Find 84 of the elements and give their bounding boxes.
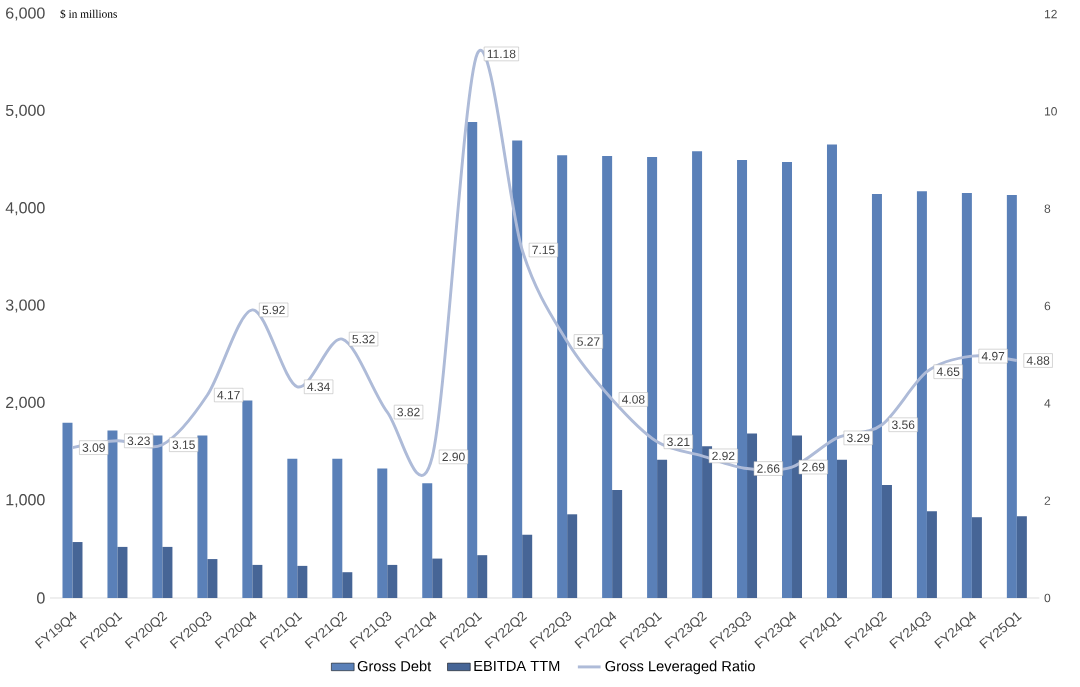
bar [467, 122, 478, 598]
bar [297, 565, 308, 598]
y-tick-label: 1,000 [6, 494, 45, 508]
data-label: 5.92 [262, 305, 285, 315]
bar [881, 485, 892, 598]
data-label: 4.17 [217, 390, 240, 400]
bar [747, 433, 758, 598]
data-label: 3.29 [847, 433, 870, 443]
bar [916, 191, 927, 598]
bar [162, 546, 173, 598]
data-label: 7.15 [532, 245, 555, 255]
bar [207, 559, 218, 598]
bar [62, 422, 73, 598]
y2-tick-label: 6 [1044, 301, 1051, 311]
bar [871, 194, 882, 598]
data-label: 3.23 [127, 436, 150, 446]
data-label: 3.82 [397, 407, 420, 417]
legend-label: EBITDA TTM [474, 660, 560, 671]
data-label: 2.66 [757, 464, 780, 473]
bar [836, 459, 847, 598]
bar [692, 151, 703, 598]
bar [926, 511, 937, 598]
bar [1006, 195, 1017, 598]
data-label: 3.56 [892, 420, 915, 429]
data-label: 4.88 [1026, 356, 1050, 365]
data-label: 2.90 [442, 452, 465, 462]
data-label: 4.08 [622, 395, 645, 404]
data-label: 4.34 [307, 382, 330, 392]
bar [612, 489, 623, 598]
bar [252, 564, 263, 598]
y-tick-label: 3,000 [5, 299, 45, 313]
bar [242, 400, 253, 598]
bar [197, 435, 208, 598]
legend-label: Gross Debt [357, 660, 432, 672]
data-label: 3.15 [172, 440, 195, 449]
bar [971, 517, 982, 598]
bar [107, 430, 118, 598]
bar [387, 564, 398, 598]
bar [557, 155, 568, 598]
y2-tick-label: 4 [1044, 399, 1051, 408]
legend-label: Gross Leveraged Ratio [605, 660, 755, 675]
y-tick-label: 0 [37, 592, 45, 604]
y2-tick-label: 8 [1044, 204, 1051, 213]
y-tick-label: 4,000 [5, 202, 45, 216]
bar [332, 458, 343, 598]
data-label: 4.65 [936, 367, 960, 376]
data-label: 2.92 [712, 451, 735, 461]
bar [782, 161, 793, 598]
bar [432, 558, 443, 598]
bar [737, 160, 748, 598]
bar [72, 542, 83, 598]
data-label: 3.09 [82, 443, 105, 452]
data-label: 11.18 [487, 49, 516, 59]
bar [512, 140, 523, 598]
bar [567, 514, 578, 598]
bar [702, 446, 713, 598]
bar [792, 435, 803, 598]
bar [826, 144, 837, 598]
bar [522, 534, 533, 598]
bar [152, 435, 163, 598]
data-label: 3.21 [667, 437, 690, 447]
y-tick-label: 6,000 [6, 7, 45, 21]
y2-tick-label: 10 [1044, 107, 1057, 116]
y-tick-label: 2,000 [6, 396, 45, 410]
bar [287, 458, 298, 598]
bar [657, 459, 668, 598]
data-label: 5.32 [352, 334, 375, 344]
bar [117, 546, 128, 598]
bar [1016, 516, 1027, 598]
bar [422, 483, 433, 598]
bar [961, 193, 972, 598]
data-label: 2.69 [802, 462, 825, 472]
bar [647, 157, 658, 598]
data-label: 5.27 [577, 337, 600, 346]
annotation: $ in millions [60, 9, 117, 19]
bar [477, 555, 488, 598]
y2-tick-label: 2 [1044, 496, 1051, 505]
y-tick-label: 5,000 [5, 104, 45, 118]
bar [602, 156, 613, 598]
bar [342, 572, 353, 598]
data-label: 4.97 [981, 351, 1005, 361]
bar [377, 468, 388, 598]
y2-tick-label: 12 [1044, 9, 1057, 19]
y2-tick-label: 0 [1044, 593, 1051, 603]
